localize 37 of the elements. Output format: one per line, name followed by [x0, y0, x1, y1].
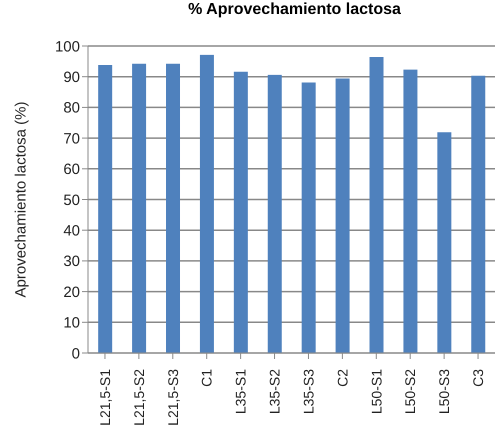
y-tick-label: 30	[63, 253, 80, 270]
x-tick-label: L21,5-S1	[96, 368, 113, 426]
x-tick-label: L35-S3	[300, 368, 316, 414]
bar	[132, 64, 146, 353]
y-tick-label: 40	[63, 222, 80, 240]
x-tick-label: L50-S2	[402, 368, 418, 414]
chart-title: % Aprovechamiento lactosa	[187, 0, 402, 20]
bar	[471, 76, 486, 353]
y-tick-label: 60	[63, 161, 80, 178]
y-tick-label: 70	[63, 130, 80, 148]
bar	[98, 65, 112, 353]
x-tick-label: L50-S1	[368, 368, 384, 414]
y-tick-label: 10	[63, 314, 80, 332]
y-tick-label: 80	[63, 100, 80, 117]
x-tick-label: L21,5-S3	[164, 368, 181, 426]
y-axis-title: Aprovechamiento lactosa (%)	[12, 102, 30, 298]
bar	[234, 72, 248, 353]
y-tick-label: 50	[63, 192, 80, 209]
x-tick-label: L35-S2	[266, 368, 283, 414]
bar	[166, 64, 180, 353]
x-tick-label: C2	[334, 368, 350, 387]
bar	[370, 57, 384, 353]
bar	[437, 132, 452, 353]
y-tick-label: 20	[63, 284, 80, 301]
bar	[302, 82, 316, 353]
y-tick-label: 100	[54, 38, 80, 56]
x-tick-label: L50-S3	[436, 368, 452, 414]
x-tick-label: C1	[198, 368, 215, 387]
y-tick-label: 0	[72, 345, 80, 362]
x-tick-label: C3	[470, 368, 486, 387]
y-tick-label: 90	[63, 69, 80, 86]
x-tick-label: L21,5-S2	[130, 368, 147, 426]
bar	[200, 54, 214, 353]
bar	[336, 78, 350, 353]
bar	[268, 74, 282, 353]
bar	[403, 70, 418, 353]
x-tick-label: L35-S1	[232, 368, 249, 414]
